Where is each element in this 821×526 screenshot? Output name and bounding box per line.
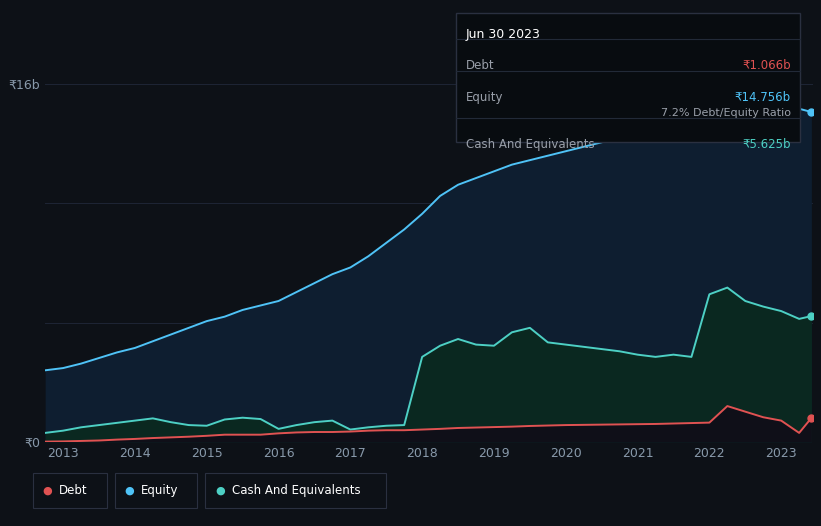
Text: Equity: Equity (141, 484, 179, 497)
Text: 7.2% Debt/Equity Ratio: 7.2% Debt/Equity Ratio (661, 108, 791, 118)
Text: ₹1.066b: ₹1.066b (742, 59, 791, 73)
Text: Debt: Debt (59, 484, 88, 497)
Text: Equity: Equity (466, 91, 503, 104)
Text: Cash And Equivalents: Cash And Equivalents (466, 138, 594, 151)
Text: ●: ● (43, 485, 53, 495)
Text: ●: ● (215, 485, 225, 495)
Text: Debt: Debt (466, 59, 494, 73)
Text: ₹5.625b: ₹5.625b (742, 138, 791, 151)
Text: Jun 30 2023: Jun 30 2023 (466, 28, 540, 41)
Text: ●: ● (125, 485, 135, 495)
Text: Cash And Equivalents: Cash And Equivalents (232, 484, 360, 497)
Text: ₹14.756b: ₹14.756b (735, 91, 791, 104)
